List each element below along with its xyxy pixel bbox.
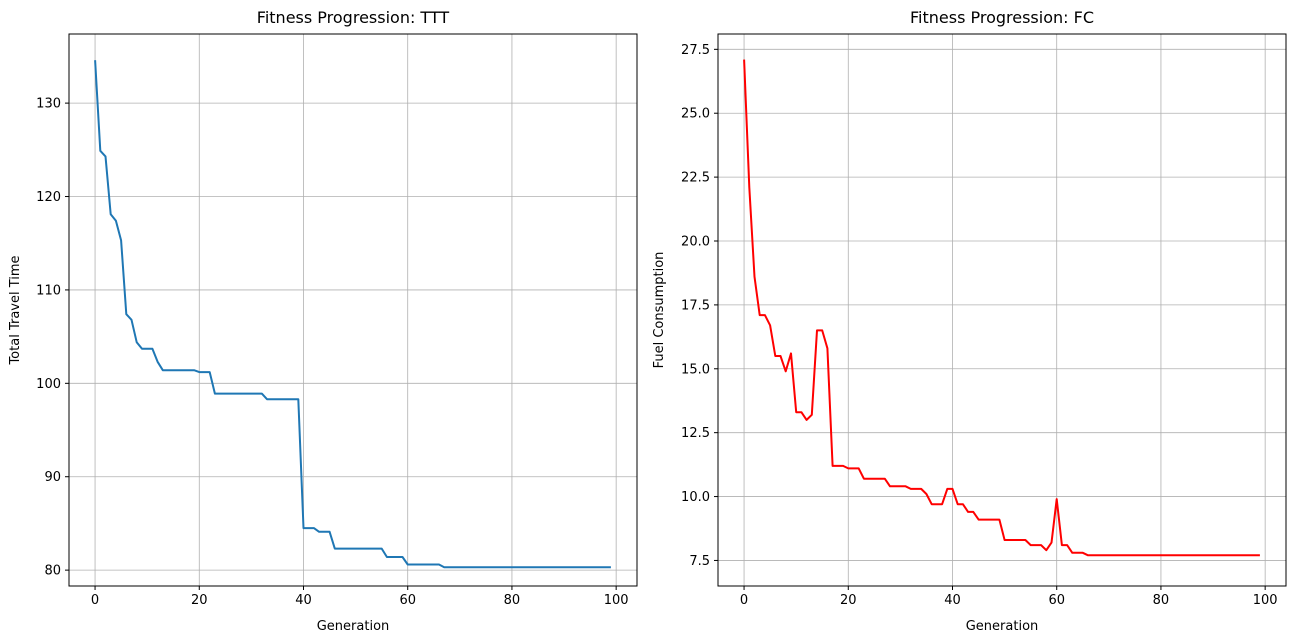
- chart-panel-ttt: Fitness Progression: TTT Generation Tota…: [8, 8, 638, 634]
- x-tick-label: 80: [1153, 593, 1170, 608]
- x-tick-label: 100: [604, 593, 629, 608]
- tick-labels: 0 20 40 60 80 100 80 90 100 110 120 130: [36, 97, 628, 608]
- grid: [718, 34, 1286, 586]
- y-tick-label: 80: [44, 564, 61, 579]
- x-tick-label: 40: [295, 593, 312, 608]
- y-tick-label: 12.5: [681, 426, 710, 441]
- y-axis-label: Total Travel Time: [8, 255, 23, 365]
- y-tick-label: 110: [36, 283, 61, 298]
- plot-frame: [68, 33, 638, 587]
- y-tick-label: 90: [44, 470, 61, 485]
- y-tick-label: 100: [36, 377, 61, 392]
- y-tick-label: 10.0: [681, 490, 710, 505]
- tick-labels: 0 20 40 60 80 100 7.5 10.0 12.5 15.0 17.5 20.0 22.5 2…: [681, 43, 1278, 608]
- y-tick-label: 130: [36, 97, 61, 112]
- y-tick-label: 17.5: [681, 298, 710, 313]
- grid: [69, 34, 637, 586]
- series-line: [743, 59, 1260, 557]
- y-tick-label: 15.0: [681, 362, 710, 377]
- x-axis-label: Generation: [317, 619, 390, 634]
- y-tick-label: 20.0: [681, 235, 710, 250]
- chart-title: Fitness Progression: FC: [910, 8, 1094, 27]
- y-tick-label: 25.0: [681, 107, 710, 122]
- x-tick-label: 20: [840, 593, 857, 608]
- y-tick-label: 22.5: [681, 171, 710, 186]
- x-tick-label: 80: [504, 593, 521, 608]
- x-tick-label: 60: [399, 593, 416, 608]
- chart-panel-fc: Fitness Progression: FC Generation Fuel …: [652, 8, 1287, 634]
- y-tick-label: 27.5: [681, 43, 710, 58]
- series: [743, 59, 1260, 557]
- chart-title: Fitness Progression: TTT: [257, 8, 450, 27]
- plot-frame: [717, 33, 1287, 587]
- y-tick-label: 120: [36, 190, 61, 205]
- y-axis-label: Fuel Consumption: [652, 252, 667, 369]
- x-tick-label: 100: [1253, 593, 1278, 608]
- x-tick-label: 40: [944, 593, 961, 608]
- series-line: [94, 60, 611, 569]
- x-tick-label: 20: [191, 593, 208, 608]
- x-tick-label: 60: [1048, 593, 1065, 608]
- y-tick-label: 7.5: [689, 554, 710, 569]
- x-tick-label: 0: [91, 593, 99, 608]
- series: [94, 60, 611, 569]
- x-axis-label: Generation: [966, 619, 1039, 634]
- x-tick-label: 0: [740, 593, 748, 608]
